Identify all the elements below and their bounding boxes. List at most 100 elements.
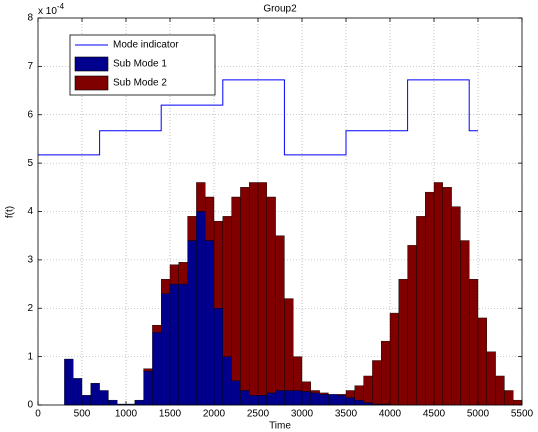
- bar: [495, 375, 505, 406]
- bar: [310, 390, 320, 394]
- bar: [337, 395, 347, 406]
- bar: [99, 390, 109, 406]
- bar: [64, 358, 74, 406]
- bar: [160, 279, 171, 294]
- bar: [345, 397, 356, 406]
- bar: [266, 392, 276, 406]
- bar: [337, 394, 347, 396]
- x-tick-label: 2000: [203, 409, 226, 420]
- y-tick-label: 6: [27, 109, 33, 120]
- y-tick-label: 4: [27, 206, 33, 217]
- bar: [231, 380, 241, 406]
- bar: [187, 216, 197, 241]
- bar: [451, 206, 461, 406]
- y-multiplier-base: x 10: [38, 6, 57, 17]
- bar: [301, 391, 312, 406]
- y-tick-label: 8: [27, 13, 33, 24]
- bar: [275, 235, 285, 391]
- bar: [293, 390, 303, 406]
- bar: [222, 216, 232, 357]
- bar: [416, 216, 426, 406]
- bar: [248, 395, 259, 406]
- bar: [152, 332, 162, 406]
- bar: [108, 399, 118, 406]
- bar: [301, 381, 312, 392]
- x-tick-label: 5500: [511, 409, 534, 420]
- bar: [257, 182, 268, 396]
- bar: [204, 240, 215, 406]
- bar: [222, 356, 232, 406]
- bar: [389, 312, 400, 406]
- x-tick-label: 5000: [467, 409, 490, 420]
- x-tick-label: 0: [35, 409, 41, 420]
- y-tick-label: 7: [27, 61, 33, 72]
- bar: [293, 356, 303, 391]
- bar: [284, 390, 294, 406]
- bar: [354, 385, 364, 401]
- bar: [178, 262, 188, 285]
- bar: [240, 187, 250, 391]
- legend: Mode indicator Sub Mode 1 Sub Mode 2: [69, 34, 216, 96]
- x-tick-label: 3000: [291, 409, 314, 420]
- bar: [204, 196, 215, 241]
- bar: [169, 283, 180, 406]
- y-tick-label: 1: [27, 351, 33, 362]
- y-tick-label: 3: [27, 255, 33, 266]
- step-line: [38, 79, 478, 156]
- bar: [381, 340, 391, 405]
- bar: [143, 368, 153, 372]
- bar: [319, 392, 329, 395]
- legend-label: Sub Mode 2: [113, 78, 167, 89]
- bar: [398, 279, 408, 406]
- x-tick-label: 1500: [159, 409, 182, 420]
- bar: [143, 370, 153, 406]
- bar: [460, 240, 470, 406]
- bar: [275, 390, 285, 406]
- legend-label: Sub Mode 1: [113, 59, 167, 70]
- bar: [213, 308, 224, 406]
- bar: [152, 324, 162, 333]
- bar: [513, 399, 523, 406]
- bar: [187, 240, 197, 406]
- x-tick-label: 3500: [335, 409, 358, 420]
- bar: [90, 383, 100, 406]
- y-axis-label: f(t): [5, 206, 16, 218]
- bar: [425, 191, 435, 406]
- y-tick-label: 5: [27, 158, 33, 169]
- y-multiplier-exponent: -4: [57, 2, 65, 11]
- x-tick-label: 500: [74, 409, 91, 420]
- bar: [81, 395, 92, 406]
- bar: [486, 351, 496, 406]
- bar: [319, 394, 329, 406]
- bar: [160, 293, 171, 406]
- bar: [407, 245, 417, 406]
- x-tick-label: 1000: [115, 409, 138, 420]
- bar: [363, 375, 373, 403]
- x-tick-label: 4500: [423, 409, 446, 420]
- bar: [328, 394, 338, 406]
- bar: [266, 196, 276, 394]
- bar: [169, 264, 180, 285]
- bar: [433, 182, 444, 406]
- bar: [257, 395, 268, 406]
- bar: [372, 360, 382, 405]
- bar: [284, 298, 294, 391]
- bar: [231, 196, 241, 382]
- bar: [469, 279, 479, 406]
- legend-swatch: [74, 75, 109, 91]
- x-tick-label: 4000: [379, 409, 402, 420]
- bar: [213, 220, 224, 309]
- bar: [442, 187, 452, 406]
- legend-swatch: [74, 56, 109, 72]
- x-tick-label: 2500: [247, 409, 270, 420]
- bar: [240, 390, 250, 406]
- bar: [354, 399, 364, 406]
- legend-label: Mode indicator: [113, 40, 179, 51]
- y-tick-label: 2: [27, 303, 33, 314]
- y-tick-label: 0: [27, 400, 33, 411]
- bar: [248, 182, 259, 396]
- bar: [196, 211, 206, 406]
- bar: [178, 283, 188, 406]
- bar: [504, 390, 514, 406]
